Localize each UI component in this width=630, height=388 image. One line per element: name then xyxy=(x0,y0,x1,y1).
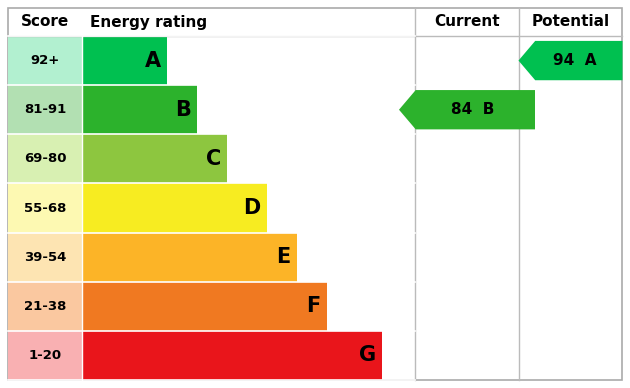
Text: E: E xyxy=(277,247,291,267)
Text: B: B xyxy=(175,100,191,120)
Text: 21-38: 21-38 xyxy=(24,300,66,313)
Text: F: F xyxy=(307,296,321,316)
Text: 94  A: 94 A xyxy=(553,53,597,68)
Bar xyxy=(8,184,82,232)
Bar xyxy=(8,331,82,380)
FancyBboxPatch shape xyxy=(8,8,622,380)
Text: 81-91: 81-91 xyxy=(24,103,66,116)
Bar xyxy=(82,134,227,184)
Polygon shape xyxy=(518,41,622,80)
Text: 55-68: 55-68 xyxy=(24,201,66,215)
Bar xyxy=(8,85,82,134)
Text: 69-80: 69-80 xyxy=(24,152,66,165)
Bar xyxy=(82,36,167,85)
Text: 84  B: 84 B xyxy=(450,102,494,117)
Polygon shape xyxy=(399,90,535,129)
Text: 92+: 92+ xyxy=(30,54,60,67)
Bar xyxy=(82,184,267,232)
Text: Current: Current xyxy=(434,14,500,29)
Bar xyxy=(82,282,327,331)
Text: Score: Score xyxy=(21,14,69,29)
Bar xyxy=(8,282,82,331)
Text: 39-54: 39-54 xyxy=(24,251,66,263)
Text: Energy rating: Energy rating xyxy=(90,14,207,29)
Text: C: C xyxy=(205,149,221,169)
Text: 1-20: 1-20 xyxy=(28,349,62,362)
Text: Potential: Potential xyxy=(532,14,610,29)
Bar xyxy=(82,331,382,380)
Bar xyxy=(8,134,82,184)
Bar xyxy=(82,232,297,282)
Bar xyxy=(82,85,197,134)
Text: G: G xyxy=(358,345,375,365)
Bar xyxy=(8,36,82,85)
Text: A: A xyxy=(145,50,161,71)
Bar xyxy=(8,232,82,282)
Text: D: D xyxy=(244,198,261,218)
